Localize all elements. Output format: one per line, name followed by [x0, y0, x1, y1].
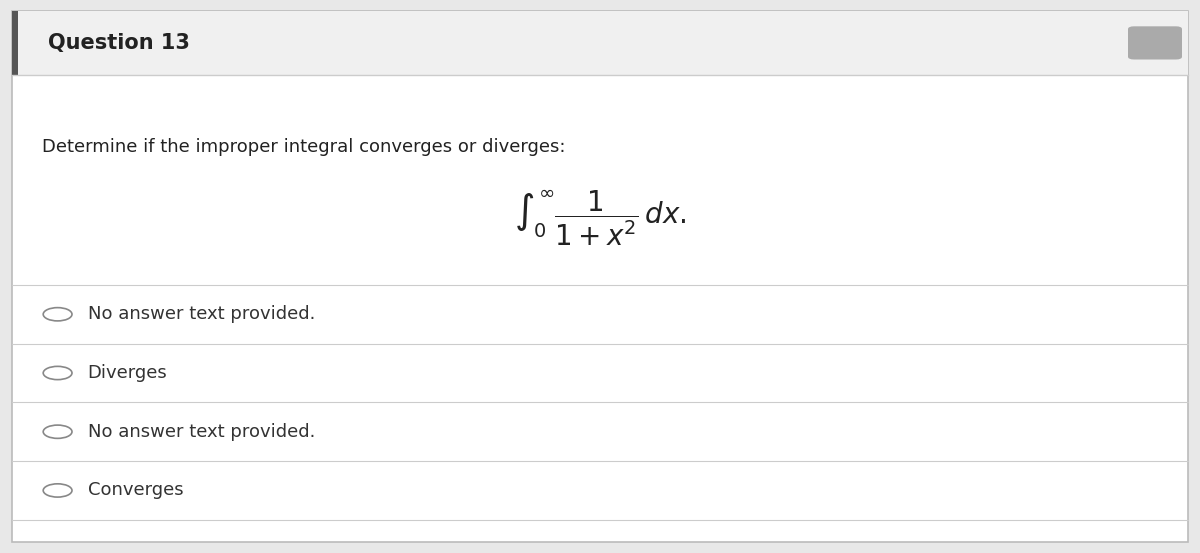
Text: Determine if the improper integral converges or diverges:: Determine if the improper integral conve… [42, 138, 565, 155]
Circle shape [43, 425, 72, 439]
Text: $\int_0^{\infty} \dfrac{1}{1+x^2}\,dx.$: $\int_0^{\infty} \dfrac{1}{1+x^2}\,dx.$ [514, 189, 686, 248]
FancyBboxPatch shape [1128, 27, 1182, 60]
Text: Diverges: Diverges [88, 364, 167, 382]
Circle shape [43, 367, 72, 379]
FancyBboxPatch shape [12, 11, 1188, 542]
Circle shape [43, 484, 72, 497]
FancyBboxPatch shape [12, 11, 18, 75]
Text: Converges: Converges [88, 482, 184, 499]
Text: No answer text provided.: No answer text provided. [88, 422, 314, 441]
Text: Question 13: Question 13 [48, 33, 190, 53]
Text: No answer text provided.: No answer text provided. [88, 305, 314, 324]
FancyBboxPatch shape [12, 11, 1188, 75]
Circle shape [43, 307, 72, 321]
